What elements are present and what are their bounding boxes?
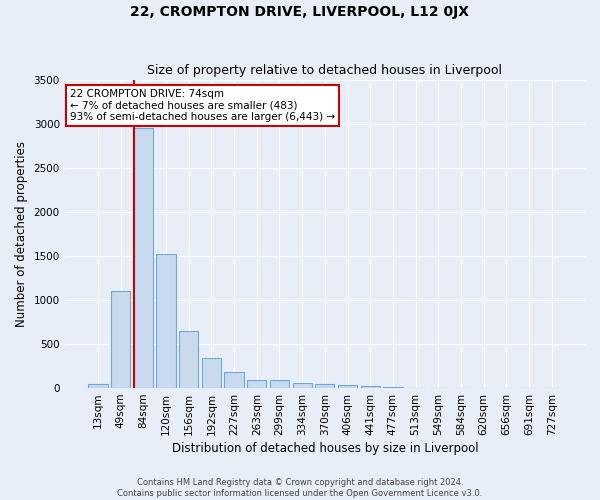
Bar (270, 380, 289, 388)
Bar (179, 331, 199, 388)
Bar (247, 380, 266, 388)
Text: 22, CROMPTON DRIVE, LIVERPOOL, L12 0JX: 22, CROMPTON DRIVE, LIVERPOOL, L12 0JX (131, 5, 470, 19)
Bar (383, 387, 403, 388)
Bar (134, 128, 153, 388)
Bar (361, 386, 380, 388)
Bar (224, 372, 244, 388)
Bar (157, 254, 176, 388)
Text: 22 CROMPTON DRIVE: 74sqm
← 7% of detached houses are smaller (483)
93% of semi-d: 22 CROMPTON DRIVE: 74sqm ← 7% of detache… (70, 89, 335, 122)
Bar (88, 384, 107, 388)
X-axis label: Distribution of detached houses by size in Liverpool: Distribution of detached houses by size … (172, 442, 478, 455)
Bar (293, 383, 312, 388)
Y-axis label: Number of detached properties: Number of detached properties (15, 141, 28, 327)
Bar (202, 358, 221, 388)
Bar (315, 384, 334, 388)
Bar (338, 386, 357, 388)
Bar (111, 291, 130, 388)
Text: Contains HM Land Registry data © Crown copyright and database right 2024.
Contai: Contains HM Land Registry data © Crown c… (118, 478, 482, 498)
Title: Size of property relative to detached houses in Liverpool: Size of property relative to detached ho… (148, 64, 502, 77)
